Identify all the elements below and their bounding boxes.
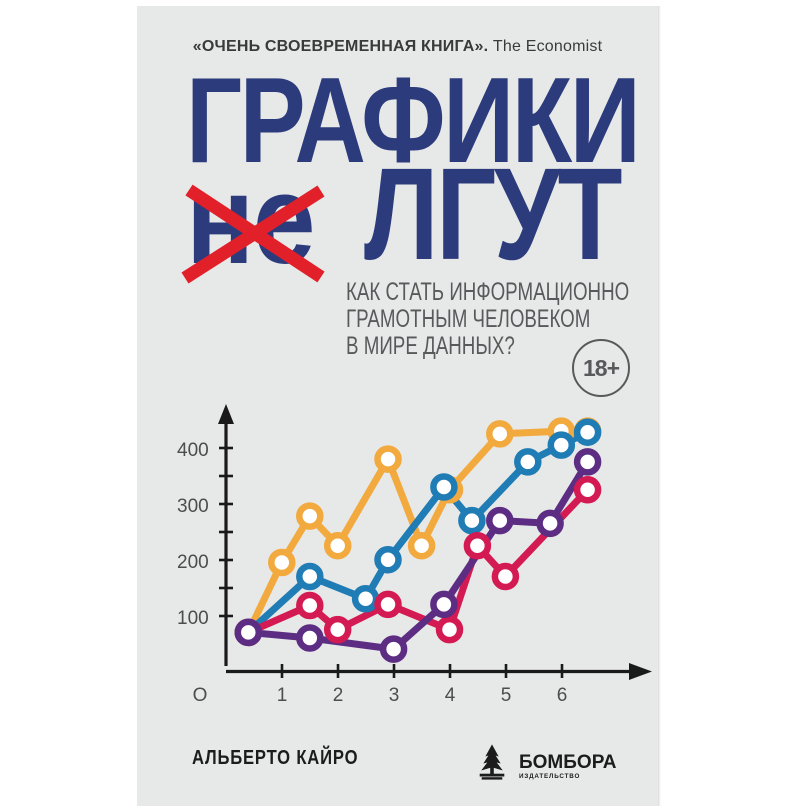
- svg-text:4: 4: [445, 685, 456, 706]
- svg-text:200: 200: [177, 552, 209, 573]
- svg-text:5: 5: [501, 685, 512, 706]
- svg-text:300: 300: [177, 496, 209, 517]
- svg-text:6: 6: [557, 685, 568, 706]
- svg-text:100: 100: [177, 608, 209, 629]
- svg-text:2: 2: [333, 685, 344, 706]
- svg-text:ИЗДАТЕЛЬСТВО: ИЗДАТЕЛЬСТВО: [519, 773, 580, 780]
- svg-text:1: 1: [277, 685, 288, 706]
- svg-text:3: 3: [389, 685, 400, 706]
- svg-text:О: О: [193, 685, 208, 706]
- svg-text:400: 400: [177, 440, 209, 461]
- svg-text:БОМБОРА: БОМБОРА: [519, 752, 617, 773]
